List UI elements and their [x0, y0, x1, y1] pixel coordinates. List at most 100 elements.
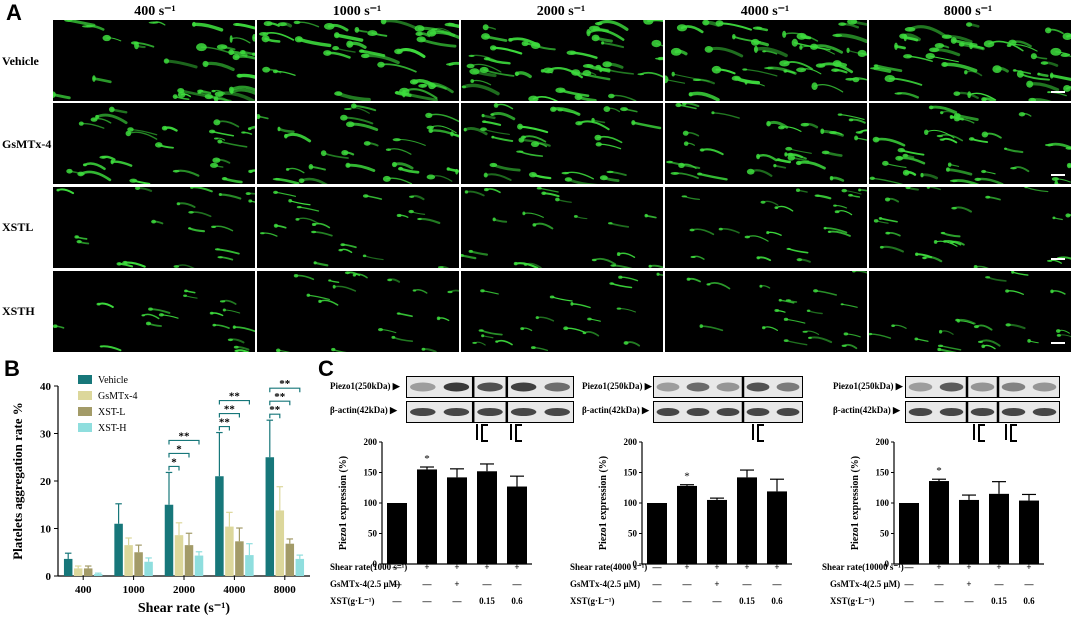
platelet-aggregate — [481, 290, 499, 295]
platelet-cluster — [618, 275, 623, 279]
micrograph-tile — [665, 103, 867, 184]
platelet-aggregate — [533, 222, 554, 230]
platelet-cluster — [387, 278, 393, 282]
condition-value: — — [422, 596, 432, 606]
platelet-cluster — [869, 67, 880, 70]
significance-label: * — [171, 456, 177, 468]
platelet-cluster — [586, 29, 591, 37]
platelet-cluster — [746, 168, 755, 175]
platelet-cluster — [272, 69, 279, 74]
platelet-cluster — [891, 324, 895, 327]
y-tick-label: 50 — [368, 529, 378, 539]
condition-value: — — [482, 579, 492, 589]
platelet-cluster — [285, 167, 290, 171]
platelet-cluster — [333, 32, 340, 39]
condition-value: 0.6 — [511, 596, 523, 606]
platelet-cluster — [294, 36, 303, 43]
platelet-cluster — [228, 86, 234, 93]
platelet-cluster — [344, 271, 351, 275]
platelet-cluster — [575, 121, 583, 126]
y-tick-label: 100 — [624, 498, 638, 508]
platelet-cluster — [213, 119, 221, 126]
platelet-cluster — [362, 254, 367, 258]
platelet-cluster — [732, 34, 736, 40]
platelet-cluster — [536, 187, 542, 190]
platelet-cluster — [774, 309, 780, 312]
legend-label: Vehicle — [98, 375, 129, 386]
platelet-cluster — [275, 348, 281, 352]
platelet-cluster — [796, 258, 803, 262]
platelet-cluster — [564, 177, 573, 182]
platelet-cluster — [978, 340, 983, 343]
micrograph-tile — [53, 20, 255, 101]
bar — [737, 477, 757, 564]
platelet-aggregate — [233, 326, 255, 333]
platelet-cluster — [834, 210, 840, 214]
significance-bracket — [269, 400, 291, 406]
platelet-aggregate — [536, 316, 555, 322]
platelet-cluster — [1026, 80, 1034, 88]
platelet-cluster — [966, 22, 973, 27]
platelet-aggregate — [396, 138, 426, 146]
platelet-aggregate — [814, 290, 838, 296]
significance-bracket — [168, 452, 190, 458]
blot-band — [776, 382, 800, 392]
platelet-cluster — [236, 73, 243, 78]
micrograph-tile — [869, 271, 1071, 352]
platelet-cluster — [125, 130, 132, 137]
platelet-cluster — [671, 71, 675, 77]
platelet-cluster — [656, 272, 660, 276]
platelet-cluster — [823, 226, 827, 230]
bar — [73, 568, 83, 576]
platelet-cluster — [854, 135, 859, 141]
platelet-aggregate — [1011, 271, 1029, 276]
platelet-cluster — [295, 217, 300, 221]
platelet-cluster — [1050, 289, 1054, 294]
platelet-cluster — [428, 82, 436, 90]
platelet-cluster — [815, 63, 826, 68]
platelet-aggregate — [164, 59, 198, 69]
platelet-cluster — [752, 26, 763, 30]
platelet-aggregate — [97, 302, 114, 308]
platelet-aggregate — [783, 32, 819, 42]
platelet-aggregate — [718, 22, 753, 31]
platelet-cluster — [479, 66, 489, 73]
platelet-cluster — [675, 103, 682, 108]
platelet-cluster — [176, 202, 181, 206]
platelet-cluster — [209, 311, 214, 315]
platelet-aggregate — [691, 228, 715, 236]
bar — [265, 457, 275, 576]
micrograph-tile — [53, 103, 255, 184]
platelet-cluster — [692, 78, 702, 82]
platelet-cluster — [414, 25, 425, 32]
row-header-gsmtx4: GsMTx-4 — [2, 137, 52, 151]
platelet-cluster — [947, 162, 952, 167]
platelet-cluster — [686, 277, 691, 281]
platelet-aggregate — [598, 143, 622, 150]
platelet-cluster — [484, 187, 489, 192]
bar — [507, 486, 527, 564]
platelet-cluster — [973, 264, 978, 268]
platelet-cluster — [258, 32, 269, 36]
platelet-cluster — [773, 163, 777, 168]
blot-band — [970, 382, 995, 392]
platelet-cluster — [992, 65, 1002, 73]
platelet-cluster — [760, 200, 766, 204]
blot-band — [1032, 408, 1057, 416]
platelet-cluster — [397, 166, 404, 171]
platelet-cluster — [762, 50, 766, 53]
condition-value: + — [936, 562, 942, 572]
platelet-cluster — [466, 63, 475, 69]
platelet-aggregate — [701, 148, 724, 156]
platelet-cluster — [791, 38, 798, 47]
platelet-aggregate — [732, 35, 761, 43]
platelet-cluster — [573, 214, 578, 218]
platelet-cluster — [482, 24, 489, 31]
platelet-cluster — [591, 117, 595, 123]
platelet-cluster — [832, 33, 843, 37]
platelet-cluster — [981, 169, 987, 174]
platelet-cluster — [148, 307, 153, 311]
blot-label-piezo1: Piezo1(250kDa) ▶ — [833, 381, 903, 391]
platelet-aggregate — [332, 348, 347, 352]
platelet-cluster — [380, 20, 387, 25]
